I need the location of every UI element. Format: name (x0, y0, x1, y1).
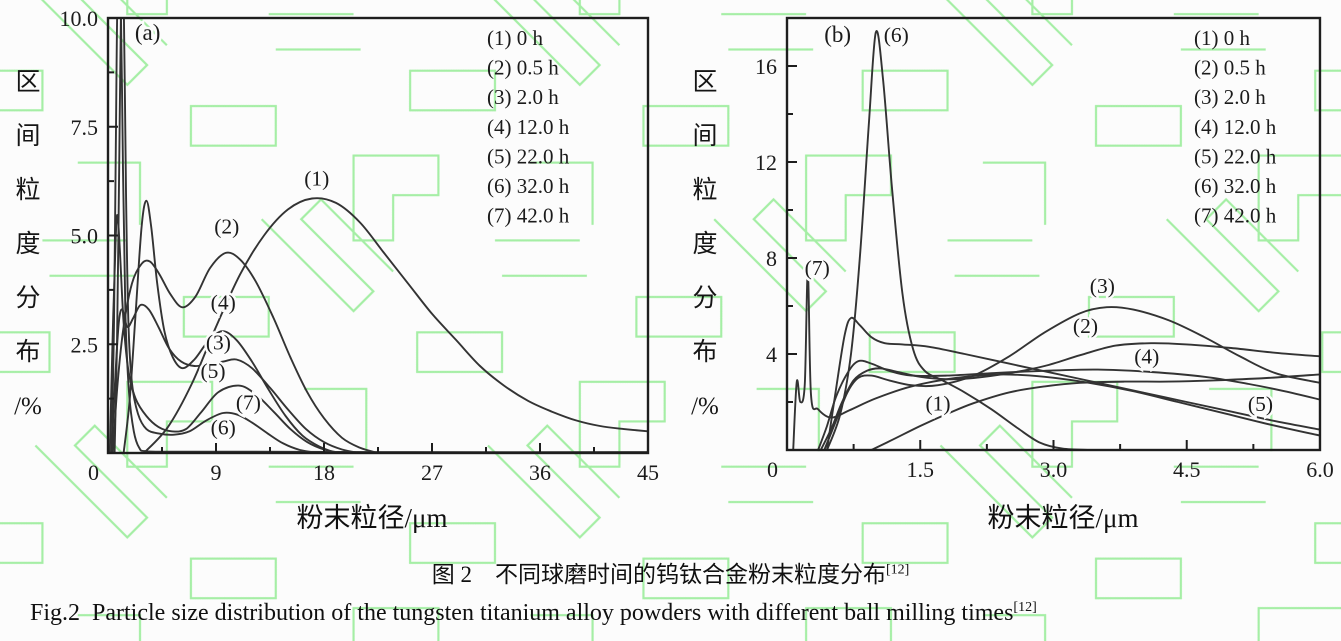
caption-chinese: 图 2 不同球磨时间的钨钛合金粉末粒度分布[12] (0, 555, 1341, 589)
chart-b-series-(6) (826, 30, 1090, 450)
chart-b-legend-entry: (3) 2.0 h (1194, 85, 1266, 109)
y-axis-title-char: 布 (692, 339, 718, 366)
chart-b-annotation-(3): (3) (1090, 274, 1115, 298)
chart-a-legend-entry: (4) 12.0 h (487, 115, 570, 139)
chart-b-series-(3) (823, 306, 1320, 450)
chart-a-x-tick-label: 36 (529, 460, 551, 485)
y-axis-title-char: 区 (15, 69, 41, 96)
chart-a-x-tick-label: 45 (637, 460, 659, 485)
y-axis-title-char: /% (14, 393, 42, 420)
chart-a-legend-entry: (6) 32.0 h (487, 174, 570, 198)
y-axis-title-char: 分 (692, 285, 718, 312)
chart-a-legend-entry: (7) 42.0 h (487, 204, 570, 228)
chart-b-y-tick-label: 8 (766, 246, 777, 271)
chart-a-annotation-(7): (7) (236, 391, 261, 415)
chart-b-legend-entry: (7) 42.0 h (1194, 204, 1277, 228)
chart-b-series-(1) (870, 373, 1320, 450)
chart-a-y-tick-label: 7.5 (71, 115, 99, 140)
chart-b-annotation-(2): (2) (1073, 314, 1098, 338)
chart-b: 1.5 3.0 4.5 6.0 4 8 12 16 0 (1) 0 h (2) 0.5 h (3) 2… (755, 16, 1334, 482)
chart-b-annotation-(6): (6) (884, 23, 909, 47)
chart-b-series-(4) (817, 359, 1320, 450)
chart-a-annotation-(4): (4) (211, 290, 236, 314)
chart-b-legend-entry: (5) 22.0 h (1194, 144, 1277, 168)
chart-a-y-axis-title: 区间粒度分布 /% (6, 70, 50, 419)
chart-b-annotation-(5): (5) (1248, 392, 1273, 416)
caption-chinese-reference: [12] (885, 562, 910, 578)
y-axis-title-char: 区 (692, 69, 718, 96)
chart-a-series-(5) (108, 214, 343, 453)
y-axis-title-char: 粒 (15, 177, 41, 204)
y-axis-title-char: 间 (15, 123, 41, 150)
y-axis-title-char: 度 (15, 231, 41, 258)
chart-b-annotation-(7): (7) (805, 256, 830, 280)
chart-b-legend-entry: (1) 0 h (1194, 26, 1250, 50)
chart-b-y-tick-label: 16 (755, 54, 777, 79)
chart-a-series-(7) (113, 18, 319, 453)
chart-a-legend-entry: (2) 0.5 h (487, 56, 559, 80)
y-axis-title-char: 间 (692, 123, 718, 150)
caption-english: Fig.2 Particle size distribution of the … (30, 600, 1037, 627)
chart-a-legend-entry: (1) 0 h (487, 26, 543, 50)
chart-a-series-(4) (122, 199, 337, 453)
chart-a-origin-label: 0 (88, 460, 99, 485)
chart-b-y-axis-title: 区间粒度分布 /% (683, 70, 727, 419)
chart-b-x-tick-label: 6.0 (1306, 457, 1334, 482)
chart-a-panel-label: (a) (135, 20, 161, 45)
chart-a-y-tick-label: 5.0 (71, 224, 99, 249)
chart-a-y-tick-label: 2.5 (71, 332, 99, 357)
chart-b-annotation-(4): (4) (1134, 345, 1159, 369)
charts-group: 9 18 27 36 45 2.5 5.0 7.5 10.0 0 (1) 0 h (2) 0.5 h (… (60, 6, 1334, 485)
chart-b-annotation-(1): (1) (925, 391, 950, 415)
chart-a-series-(1) (143, 197, 648, 453)
chart-a-annotation-(1): (1) (304, 166, 329, 190)
chart-b-x-tick-label: 4.5 (1173, 457, 1201, 482)
chart-b-legend-entry: (6) 32.0 h (1194, 174, 1277, 198)
chart-a: 9 18 27 36 45 2.5 5.0 7.5 10.0 0 (1) 0 h (2) 0.5 h (… (60, 6, 660, 485)
chart-b-legend-entry: (4) 12.0 h (1194, 115, 1277, 139)
caption-english-reference: [12] (1013, 600, 1037, 615)
chart-b-y-tick-label: 4 (766, 342, 777, 367)
chart-a-x-tick-label: 18 (313, 460, 335, 485)
chart-b-origin-label: 0 (767, 457, 778, 482)
chart-b-x-tick-label: 1.5 (906, 457, 934, 482)
caption-chinese-text: 图 2 不同球磨时间的钨钛合金粉末粒度分布 (431, 562, 886, 587)
chart-a-series-(3) (110, 303, 361, 453)
chart-b-series-(5) (826, 316, 1320, 450)
chart-b-panel-label: (b) (824, 22, 851, 47)
chart-a-annotation-(3): (3) (206, 330, 231, 354)
chart-b-series-(2) (819, 342, 1320, 450)
y-axis-title-char: 粒 (692, 177, 718, 204)
caption-english-text: Fig.2 Particle size distribution of the … (30, 600, 1014, 626)
chart-a-y-tick-label: 10.0 (60, 6, 99, 31)
chart-b-y-tick-label: 12 (755, 150, 777, 175)
chart-b-series-(7) (792, 270, 1320, 450)
chart-a-legend-entry: (5) 22.0 h (487, 144, 570, 168)
chart-a-ticks (108, 17, 649, 453)
chart-b-x-axis-title: 粉末粒径/μm (987, 503, 1139, 533)
chart-a-x-tick-label: 27 (421, 460, 443, 485)
chart-a-series-(2) (111, 251, 379, 453)
chart-a-x-axis-title: 粉末粒径/μm (296, 503, 448, 533)
chart-a-legend-entry: (3) 2.0 h (487, 85, 559, 109)
chart-a-curves (108, 18, 648, 453)
y-axis-title-char: 度 (692, 231, 718, 258)
y-axis-title-char: 布 (15, 339, 41, 366)
chart-a-x-tick-label: 9 (211, 460, 222, 485)
chart-a-annotation-(5): (5) (200, 359, 225, 383)
chart-b-legend-entry: (2) 0.5 h (1194, 56, 1266, 80)
chart-b-curves (792, 30, 1320, 450)
y-axis-title-char: /% (691, 393, 719, 420)
chart-a-annotation-(2): (2) (214, 214, 239, 238)
y-axis-title-char: 分 (15, 285, 41, 312)
chart-a-annotation-(6): (6) (211, 416, 236, 440)
chart-b-ticks (787, 65, 1321, 450)
chart-b-x-tick-label: 3.0 (1040, 457, 1068, 482)
